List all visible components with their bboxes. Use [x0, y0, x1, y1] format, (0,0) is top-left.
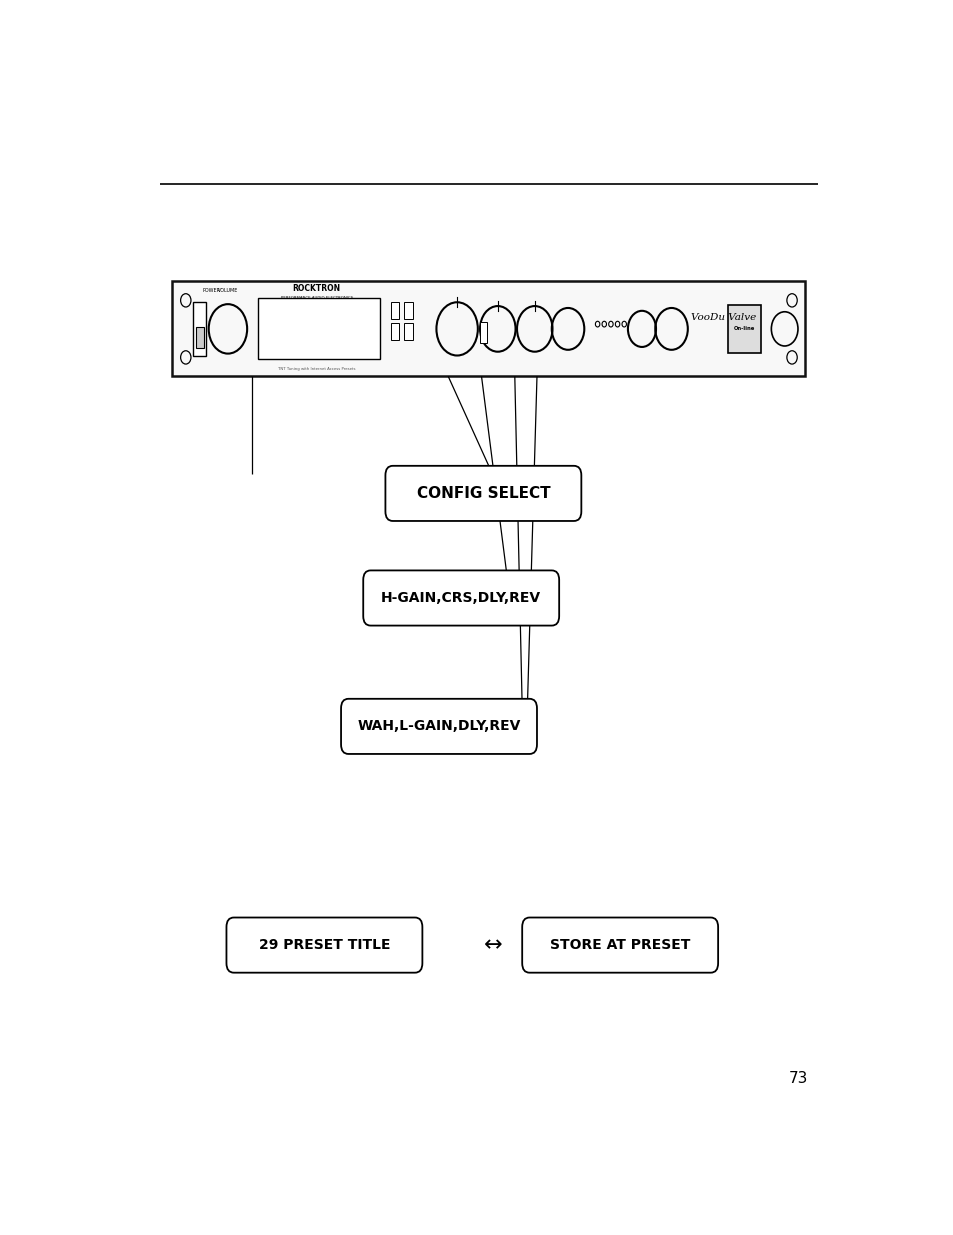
- FancyBboxPatch shape: [257, 299, 379, 359]
- FancyBboxPatch shape: [193, 303, 206, 356]
- Text: VooDu Valve: VooDu Valve: [690, 312, 755, 322]
- FancyBboxPatch shape: [403, 324, 413, 341]
- Text: H-GAIN,CRS,DLY,REV: H-GAIN,CRS,DLY,REV: [381, 592, 540, 605]
- FancyBboxPatch shape: [479, 322, 487, 343]
- FancyBboxPatch shape: [390, 324, 399, 341]
- Text: On-line: On-line: [733, 326, 755, 331]
- Text: POWER: POWER: [202, 288, 220, 294]
- FancyBboxPatch shape: [727, 305, 760, 353]
- Text: PERFORMANCE AUDIO ELECTRONICS: PERFORMANCE AUDIO ELECTRONICS: [280, 296, 353, 300]
- Text: STORE AT PRESET: STORE AT PRESET: [549, 939, 690, 952]
- FancyBboxPatch shape: [385, 466, 580, 521]
- Text: ROCKTRON: ROCKTRON: [293, 284, 340, 294]
- Text: CONFIG SELECT: CONFIG SELECT: [416, 485, 550, 501]
- FancyBboxPatch shape: [363, 571, 558, 626]
- Text: TNT Tuning with Internet Access Presets: TNT Tuning with Internet Access Presets: [277, 367, 355, 370]
- FancyBboxPatch shape: [521, 918, 718, 973]
- FancyBboxPatch shape: [403, 303, 413, 320]
- Text: VOLUME: VOLUME: [217, 288, 238, 294]
- FancyBboxPatch shape: [390, 303, 399, 320]
- FancyBboxPatch shape: [196, 327, 203, 348]
- FancyBboxPatch shape: [341, 699, 537, 753]
- Text: 29 PRESET TITLE: 29 PRESET TITLE: [258, 939, 390, 952]
- Text: WAH,L-GAIN,DLY,REV: WAH,L-GAIN,DLY,REV: [357, 719, 520, 734]
- Text: 73: 73: [787, 1071, 807, 1086]
- FancyBboxPatch shape: [172, 282, 804, 377]
- FancyBboxPatch shape: [226, 918, 422, 973]
- Text: ↔: ↔: [483, 935, 502, 955]
